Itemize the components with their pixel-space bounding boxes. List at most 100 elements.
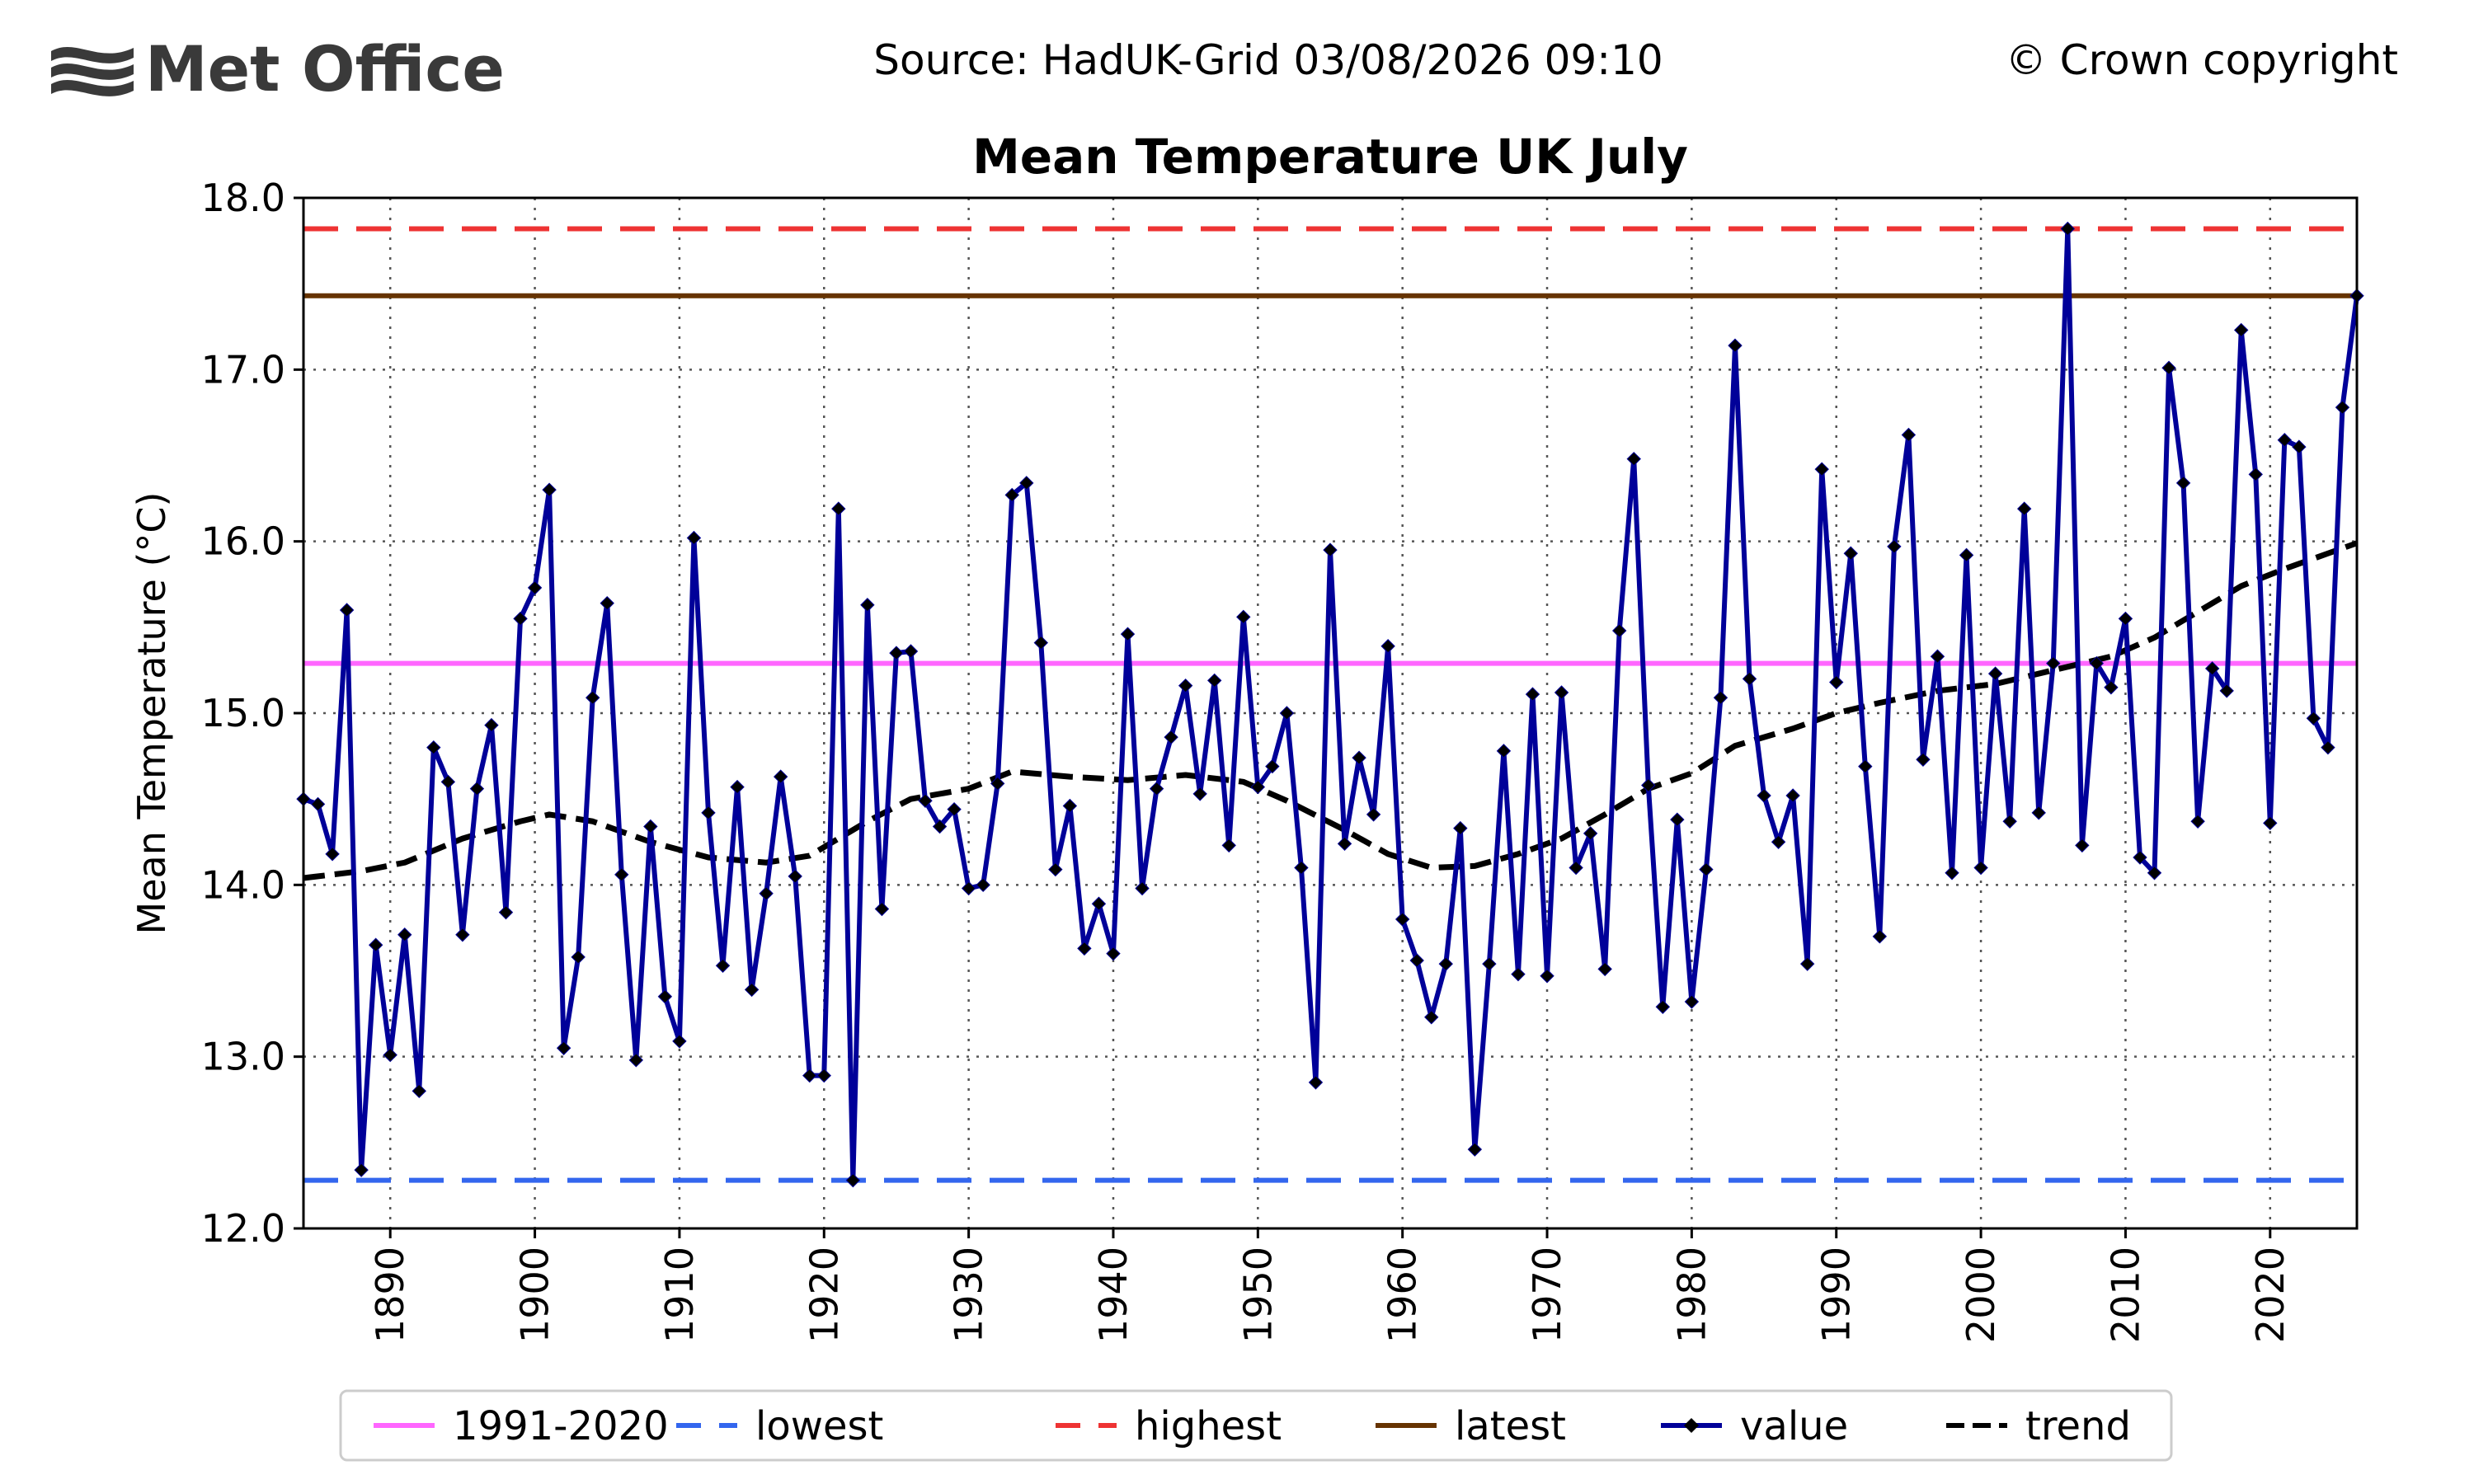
value-point [1033, 635, 1049, 650]
value-point [1077, 941, 1092, 956]
value-point [2248, 467, 2263, 482]
value-point [1973, 860, 1988, 876]
value-point [1597, 961, 1612, 977]
x-axis: 1890 1900 1910 1920 1930 1940 1950 1960 1970 1980… [368, 1228, 2293, 1343]
value-point [657, 989, 673, 1004]
value-point [1540, 969, 1554, 984]
value-point [874, 901, 890, 917]
value-point [1279, 706, 1295, 721]
value-point [2161, 360, 2176, 375]
value-point [2104, 680, 2119, 695]
value-point [1221, 838, 1236, 853]
value-point [571, 950, 586, 965]
value-point [1149, 781, 1164, 796]
value-point [1699, 862, 1714, 877]
y-tick-label: 13.0 [201, 1035, 285, 1079]
value-point [1265, 758, 1280, 774]
y-tick-label: 14.0 [201, 862, 285, 907]
met-office-logo: Met Office [51, 32, 505, 106]
x-tick-label: 2000 [1959, 1247, 2003, 1343]
value-point [1583, 826, 1598, 841]
met-office-logo-text: Met Office [145, 32, 505, 106]
value-point [527, 580, 543, 595]
value-point [1366, 807, 1381, 822]
x-tick-label: 1980 [1669, 1247, 1714, 1343]
value-point [1945, 866, 1959, 881]
value-point [961, 881, 976, 896]
value-point [1352, 750, 1366, 765]
value-point [1611, 623, 1627, 638]
value-point [2046, 655, 2061, 671]
value-point [2016, 501, 2032, 516]
x-tick-label: 1950 [1235, 1247, 1280, 1343]
value-point [1814, 462, 1829, 477]
value-point [469, 781, 485, 796]
value-point [1655, 999, 1671, 1014]
value-point [1337, 836, 1352, 852]
value-point [1887, 539, 1902, 554]
x-tick-label: 1940 [1091, 1247, 1136, 1343]
value-point [918, 793, 933, 808]
value-point [1380, 639, 1395, 654]
value-point [643, 819, 658, 834]
value-point [310, 796, 326, 812]
value-point [600, 595, 614, 611]
value-point [1713, 690, 1729, 705]
value-point [1135, 881, 1150, 896]
value-point [1684, 994, 1700, 1009]
value-point [1178, 678, 1193, 693]
value-point [2031, 805, 2046, 820]
legend-label-value: value [1740, 1403, 1848, 1449]
value-point [1496, 744, 1512, 758]
value-point [1626, 451, 1641, 467]
value-point [484, 717, 499, 733]
value-point [1207, 673, 1222, 688]
x-tick-label: 1990 [1814, 1247, 1859, 1343]
value-point [1843, 546, 1858, 561]
value-point [2075, 838, 2090, 853]
value-point [1192, 787, 1207, 801]
legend-label-lowest: lowest [755, 1403, 883, 1449]
value-point [1019, 476, 1034, 491]
legend: 1991-2020 lowest highest latest value trend [339, 1389, 2173, 1462]
value-point [2147, 866, 2162, 881]
legend-marker [1684, 1418, 1699, 1433]
x-tick-label: 1930 [947, 1247, 991, 1343]
value-point [1453, 820, 1468, 836]
value-point [773, 769, 788, 784]
value-point [947, 801, 962, 817]
value-point [932, 819, 948, 834]
value-point [730, 779, 745, 795]
value-point [1308, 1075, 1324, 1090]
value-point [1164, 730, 1178, 744]
value-point [1829, 674, 1844, 690]
value-point [2292, 439, 2307, 454]
value-point [513, 611, 528, 627]
value-point [1409, 953, 1424, 968]
value-line [302, 226, 2359, 1183]
value-point [2234, 322, 2249, 338]
value-point [2219, 683, 2234, 698]
value-point [1511, 966, 1526, 982]
value-point [1641, 777, 1656, 793]
value-point [759, 886, 774, 901]
value-point [1120, 627, 1136, 641]
value-point [585, 690, 600, 705]
value-point [1250, 779, 1266, 795]
value-point [2175, 476, 2191, 491]
reference-lines [303, 226, 2357, 1183]
value-point [354, 1162, 369, 1177]
value-point [1062, 798, 1078, 814]
value-point [2190, 814, 2205, 829]
x-tick-label: 1900 [513, 1247, 557, 1343]
y-axis: 12.0 13.0 14.0 15.0 16.0 17.0 18.0 [201, 176, 303, 1251]
value-point [2089, 655, 2105, 671]
value-point [339, 603, 355, 618]
value-point [2277, 433, 2293, 448]
value-point [2204, 661, 2220, 676]
x-tick-label: 1920 [802, 1247, 846, 1343]
value-point [2060, 221, 2076, 237]
legend-label-trend: trend [2025, 1403, 2131, 1449]
x-tick-label: 1910 [657, 1247, 702, 1343]
